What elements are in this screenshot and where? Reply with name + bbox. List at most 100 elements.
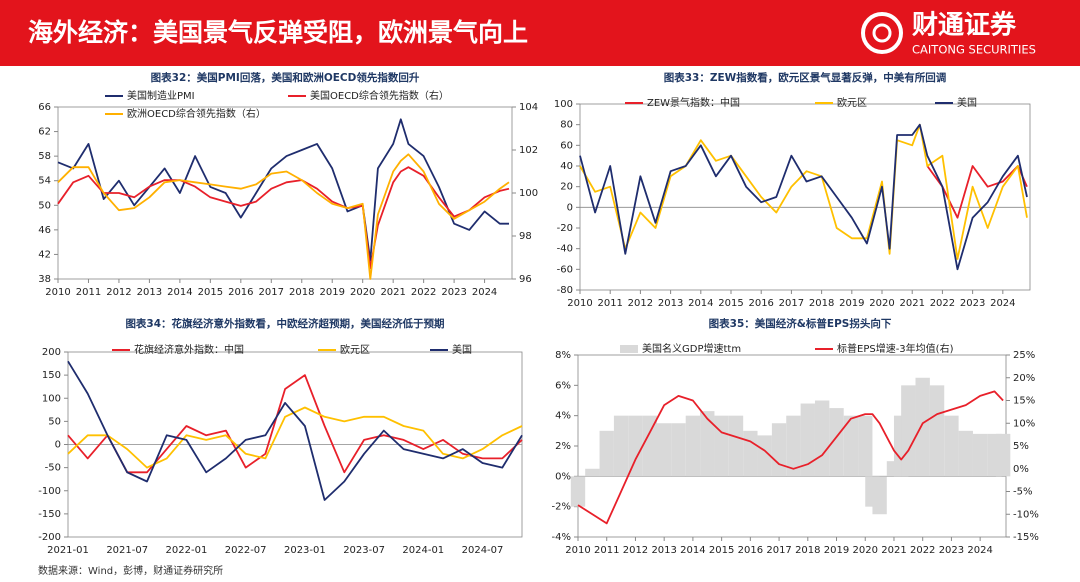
y-tick-label: 50 <box>48 416 61 427</box>
bar <box>613 415 629 477</box>
bar <box>814 400 830 477</box>
bar <box>656 423 672 477</box>
bar <box>944 415 959 477</box>
legend-label: 花旗经济意外指数：中国 <box>134 343 244 356</box>
legend-swatch <box>620 345 638 353</box>
x-tick-label: 2018 <box>289 287 314 298</box>
x-tick-label: 2021-01 <box>47 545 89 556</box>
logo-cn: 财通证券 <box>912 11 1017 41</box>
legend-label: 美国OECD综合领先指数（右） <box>310 89 449 102</box>
x-tick-label: 2024 <box>967 545 992 556</box>
x-tick-label: 2020 <box>350 287 375 298</box>
legend-label: 美国制造业PMI <box>127 89 195 102</box>
x-tick-label: 2020 <box>869 298 894 309</box>
bar <box>585 468 600 477</box>
x-tick-label: 2024-07 <box>462 545 504 556</box>
y-tick-label: 200 <box>42 347 61 358</box>
y-tick-label: 46 <box>38 225 51 236</box>
y-tick-label: -50 <box>45 463 61 474</box>
y-tick-label: -80 <box>557 285 573 296</box>
series-line <box>57 153 510 280</box>
x-tick-label: 2022 <box>910 545 935 556</box>
y2-tick-label: 98 <box>519 231 532 242</box>
y-tick-label: 60 <box>560 140 573 151</box>
bar <box>757 435 772 477</box>
y-tick-label: 2% <box>555 441 571 452</box>
x-tick-label: 2024 <box>990 298 1015 309</box>
chart-title: 图表32：美国PMI回落，美国和欧洲OECD领先指数回升 <box>151 71 420 84</box>
bar <box>786 415 801 477</box>
y2-tick-label: 104 <box>519 102 538 113</box>
legend-label: ZEW景气指数：中国 <box>647 96 740 109</box>
x-tick-label: 2017 <box>766 545 791 556</box>
x-tick-label: 2017 <box>259 287 284 298</box>
y2-tick-label: 20% <box>1013 373 1035 384</box>
chart-title: 图表35：美国经济&标普EPS拐头向下 <box>709 317 892 330</box>
y-tick-label: 0 <box>567 202 573 213</box>
bar <box>915 377 930 477</box>
x-tick-label: 2017 <box>779 298 804 309</box>
page-title: 海外经济：美国景气反弹受阻，欧洲景气向上 <box>28 18 528 47</box>
y-tick-label: 0% <box>555 471 571 482</box>
bar <box>800 403 815 477</box>
y2-tick-label: -5% <box>1013 487 1032 498</box>
y-tick-label: -2% <box>552 502 571 513</box>
x-tick-label: 2022-01 <box>166 545 208 556</box>
bar <box>843 415 859 477</box>
x-tick-label: 2018 <box>795 545 820 556</box>
x-tick-label: 2019 <box>824 545 849 556</box>
legend-label: 美国 <box>957 96 977 109</box>
bar <box>743 430 758 477</box>
x-tick-label: 2022 <box>930 298 955 309</box>
bar <box>685 415 701 477</box>
y-tick-label: -150 <box>38 509 61 520</box>
bar <box>901 385 916 477</box>
y2-tick-label: 100 <box>519 188 538 199</box>
x-tick-label: 2014 <box>167 287 192 298</box>
plot-frame <box>579 103 1031 291</box>
source-note: 数据来源：Wind，彭博，财通证券研究所 <box>38 564 223 577</box>
x-tick-label: 2021-07 <box>106 545 148 556</box>
x-tick-label: 2010 <box>565 545 590 556</box>
bar <box>728 415 744 477</box>
logo-en: CAITONG SECURITIES <box>912 43 1036 57</box>
legend-label: 欧元区 <box>340 344 370 356</box>
series-line <box>67 374 523 474</box>
x-tick-label: 2019 <box>839 298 864 309</box>
y2-tick-label: 15% <box>1013 396 1035 407</box>
bar <box>972 433 988 477</box>
series-line <box>577 390 1004 525</box>
y-tick-label: 100 <box>42 393 61 404</box>
chart-title: 图表34：花旗经济意外指数看，中欧经济超预期，美国经济低于预期 <box>125 317 444 330</box>
y-tick-label: 58 <box>38 151 51 162</box>
y2-tick-label: 5% <box>1013 441 1029 452</box>
y2-tick-label: -10% <box>1013 509 1039 520</box>
x-tick-label: 2013 <box>651 545 676 556</box>
y-tick-label: -20 <box>557 223 573 234</box>
x-tick-label: 2023 <box>960 298 985 309</box>
x-tick-label: 2022 <box>411 287 436 298</box>
x-tick-label: 2023 <box>939 545 964 556</box>
bar <box>958 430 973 477</box>
y-tick-label: 0 <box>55 440 61 451</box>
x-tick-label: 2023-01 <box>284 545 326 556</box>
x-tick-label: 2015 <box>198 287 223 298</box>
x-tick-label: 2013 <box>137 287 162 298</box>
series-line <box>579 123 1028 260</box>
x-tick-label: 2024 <box>472 287 497 298</box>
y-tick-label: 150 <box>42 370 61 381</box>
bar <box>671 423 686 477</box>
x-tick-label: 2012 <box>628 298 653 309</box>
x-tick-label: 2016 <box>228 287 253 298</box>
y2-tick-label: -15% <box>1013 532 1039 543</box>
y2-tick-label: 10% <box>1013 418 1035 429</box>
x-tick-label: 2015 <box>718 298 743 309</box>
x-tick-label: 2012 <box>106 287 131 298</box>
y-tick-label: 4% <box>555 411 571 422</box>
x-tick-label: 2022-07 <box>225 545 267 556</box>
x-tick-label: 2014 <box>688 298 713 309</box>
y2-tick-label: 0% <box>1013 464 1029 475</box>
y-tick-label: 20 <box>560 182 573 193</box>
x-tick-label: 2010 <box>567 298 592 309</box>
